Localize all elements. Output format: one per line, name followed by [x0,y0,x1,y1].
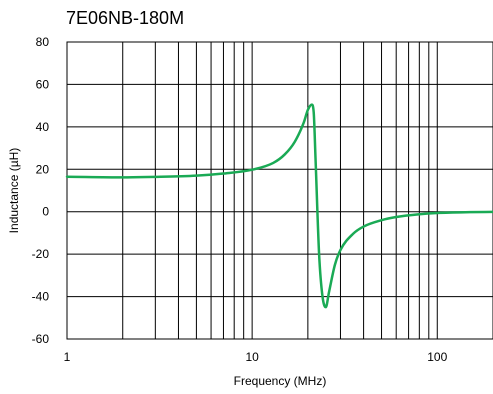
x-axis-label: Frequency (MHz) [234,374,327,388]
y-axis-label: Inductance (µH) [7,148,21,234]
x-tick-label: 100 [427,350,447,364]
x-tick-labels: 1 10 100 [64,350,448,364]
series-line [65,103,493,309]
y-tick-label: 60 [36,77,50,91]
y-tick-labels: -60 -40 -20 0 20 40 60 80 [32,35,50,346]
y-tick-label: -20 [32,247,50,261]
x-tick-label: 1 [64,350,71,364]
y-tick-label: 80 [36,35,50,49]
y-tick-label: 0 [42,205,49,219]
plot-frame [66,41,493,340]
grid [67,42,493,339]
y-tick-label: -60 [32,332,50,346]
y-tick-label: 40 [36,120,50,134]
x-tick-label: 10 [245,350,259,364]
y-tick-label: -40 [32,290,50,304]
chart-title: 7E06NB-180M [66,8,185,28]
y-tick-label: 20 [36,162,50,176]
